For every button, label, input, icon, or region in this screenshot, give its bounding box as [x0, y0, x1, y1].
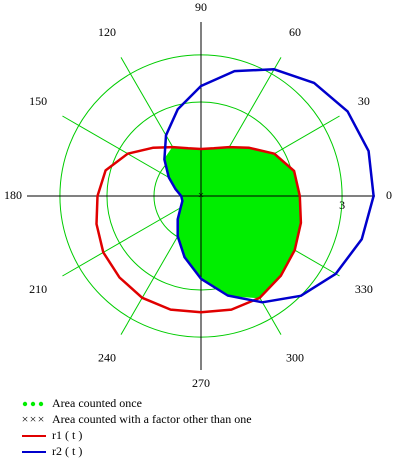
legend-cross: ×: [38, 412, 45, 426]
angle-label: 180: [4, 188, 22, 202]
legend-label: r2 ( t ): [52, 444, 82, 458]
legend-dot: [30, 401, 36, 407]
legend-dot: [38, 401, 44, 407]
angle-label: 270: [192, 376, 210, 390]
angle-label: 90: [195, 0, 207, 14]
r-tick-label: 3: [339, 198, 345, 212]
angle-label: 300: [286, 351, 304, 365]
angle-label: 210: [29, 282, 47, 296]
legend-dot: [22, 401, 28, 407]
angle-label: 120: [98, 25, 116, 39]
center-mark: ×: [198, 190, 204, 202]
angle-label: 30: [358, 94, 370, 108]
legend-label: Area counted once: [52, 396, 142, 410]
legend-cross: ×: [30, 412, 37, 426]
grid-spoke: [62, 195, 202, 277]
legend-cross: ×: [22, 412, 29, 426]
curve: [163, 68, 375, 304]
angle-label: 150: [29, 94, 47, 108]
legend-label: Area counted with a factor other than on…: [52, 412, 252, 426]
angle-label: 330: [355, 282, 373, 296]
angle-label: 0: [386, 188, 392, 202]
legend-label: r1 ( t ): [52, 428, 82, 442]
angle-label: 60: [289, 25, 301, 39]
angle-label: 240: [98, 351, 116, 365]
curve: [95, 145, 303, 314]
